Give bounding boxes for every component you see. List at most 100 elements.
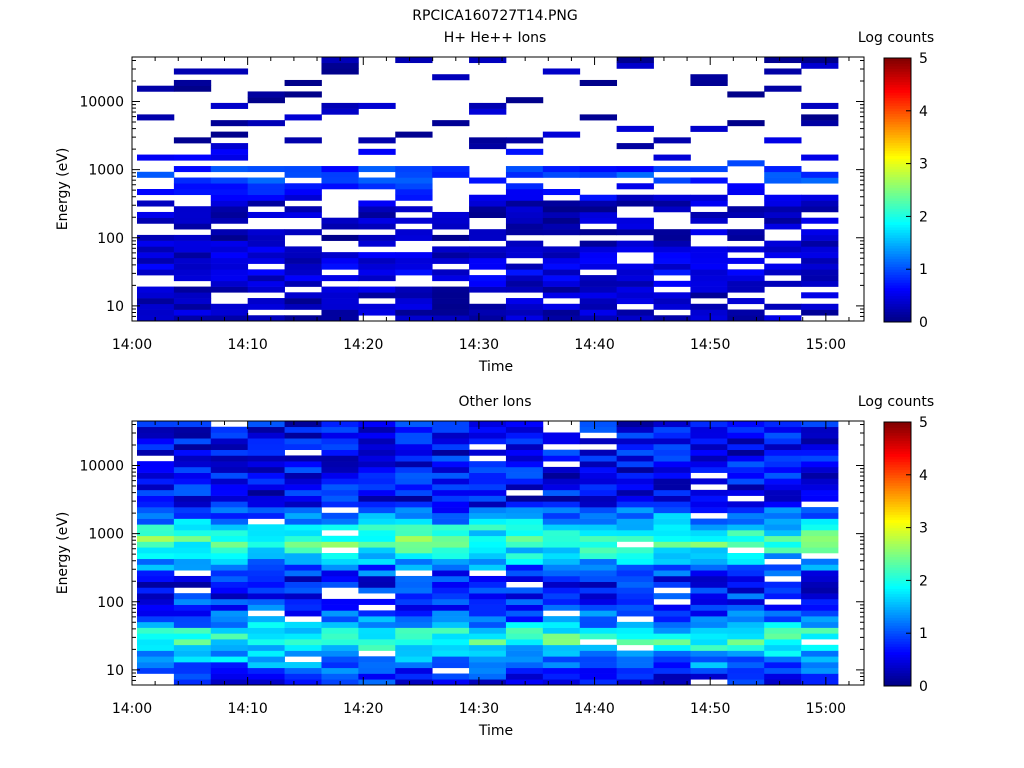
heatmap-cell — [505, 621, 544, 628]
heatmap-cell — [321, 610, 359, 617]
heatmap-cell — [358, 639, 396, 646]
colorbar-segment — [884, 427, 911, 431]
heatmap-cell — [579, 200, 618, 207]
heatmap-cell — [801, 484, 839, 491]
heatmap-cell — [579, 298, 618, 305]
heatmap-cell — [542, 673, 581, 680]
heatmap-cell — [542, 246, 581, 253]
heatmap-cell — [727, 189, 765, 196]
colorbar-segment — [884, 63, 911, 67]
heatmap-cell — [727, 160, 765, 167]
heatmap-cell — [764, 564, 802, 571]
heatmap-cell — [579, 478, 618, 485]
heatmap-cell — [764, 137, 802, 144]
heatmap-cell — [321, 558, 359, 565]
heatmap-cell — [247, 656, 285, 663]
heatmap-cell — [173, 616, 212, 623]
heatmap-cell — [542, 644, 581, 651]
heatmap-cell — [690, 217, 728, 224]
heatmap-cell — [321, 455, 359, 462]
heatmap-cell — [469, 143, 507, 150]
heatmap-cell — [542, 604, 581, 611]
heatmap-cell — [284, 183, 322, 190]
heatmap-cell — [284, 315, 322, 322]
heatmap-cell — [432, 449, 470, 456]
heatmap-cell — [358, 102, 396, 109]
heatmap-cell — [321, 472, 359, 479]
colorbar-segment — [884, 65, 911, 70]
heatmap-cell — [542, 627, 581, 634]
heatmap-cell — [210, 616, 249, 623]
heatmap-cell — [579, 495, 618, 502]
heatmap-cell — [801, 507, 839, 514]
heatmap-cell — [764, 518, 802, 525]
heatmap-cell — [727, 438, 765, 445]
colorbar-segment — [884, 303, 911, 307]
heatmap-cell — [469, 558, 507, 565]
heatmap-cell — [321, 257, 359, 264]
heatmap-cell — [653, 200, 691, 207]
heatmap-cell — [542, 286, 581, 293]
heatmap-cell — [173, 507, 212, 514]
heatmap-cell — [579, 275, 618, 282]
heatmap-cell — [358, 472, 396, 479]
heatmap-cell — [727, 489, 765, 496]
heatmap-cell — [727, 575, 765, 582]
heatmap-cell — [579, 263, 618, 270]
heatmap-cell — [247, 478, 285, 485]
heatmap-cell — [247, 449, 285, 456]
heatmap-cell — [173, 541, 212, 548]
heatmap-cell — [395, 443, 433, 450]
heatmap-cell — [653, 581, 691, 588]
heatmap-cell — [284, 280, 322, 287]
heatmap-cell — [432, 166, 470, 173]
heatmap-cell — [653, 240, 691, 247]
colorbar-segment — [884, 480, 911, 484]
colorbar-segment — [884, 514, 911, 518]
heatmap-cell — [469, 593, 507, 600]
heatmap-cell — [690, 292, 728, 299]
heatmap-cell — [764, 466, 802, 473]
colorbar-segment — [884, 153, 911, 157]
colorbar-segment — [884, 635, 911, 639]
heatmap-cell — [579, 114, 618, 121]
y-axis-label: Energy (eV) — [55, 148, 71, 231]
heatmap-cell — [284, 507, 322, 514]
heatmap-cell — [469, 449, 507, 456]
heatmap-cell — [247, 455, 285, 462]
heatmap-cell — [801, 206, 839, 213]
heatmap-cell — [542, 438, 581, 445]
heatmap-cell — [653, 633, 691, 640]
heatmap-cell — [542, 501, 581, 508]
heatmap-cell — [727, 229, 765, 236]
heatmap-cell — [210, 656, 249, 663]
heatmap-cell — [469, 524, 507, 531]
heatmap-cell — [469, 108, 507, 115]
heatmap-cell — [432, 662, 470, 669]
heatmap-cell — [469, 650, 507, 657]
heatmap-cell — [432, 120, 470, 127]
heatmap-cell — [358, 309, 396, 316]
heatmap-cell — [616, 426, 654, 433]
heatmap-cell — [284, 194, 322, 201]
heatmap-cell — [395, 455, 433, 462]
heatmap-cell — [469, 587, 507, 594]
heatmap-cell — [690, 438, 728, 445]
heatmap-cell — [727, 449, 765, 456]
colorbar-tick-label: 5 — [919, 51, 928, 67]
heatmap-cell — [432, 564, 470, 571]
heatmap-cell — [690, 194, 728, 201]
heatmap-cell — [690, 275, 728, 282]
heatmap-cell — [247, 240, 285, 247]
heatmap-cell — [137, 610, 175, 617]
heatmap-cell — [247, 177, 285, 184]
colorbar-segment — [884, 617, 911, 621]
heatmap-cell — [727, 309, 765, 316]
heatmap-cell — [616, 62, 654, 69]
colorbar-segment — [884, 92, 911, 96]
colorbar-segment — [884, 245, 911, 249]
heatmap-cell — [579, 558, 618, 565]
heatmap-cell — [247, 286, 285, 293]
heatmap-cell — [801, 240, 839, 247]
heatmap-cell — [358, 166, 396, 173]
